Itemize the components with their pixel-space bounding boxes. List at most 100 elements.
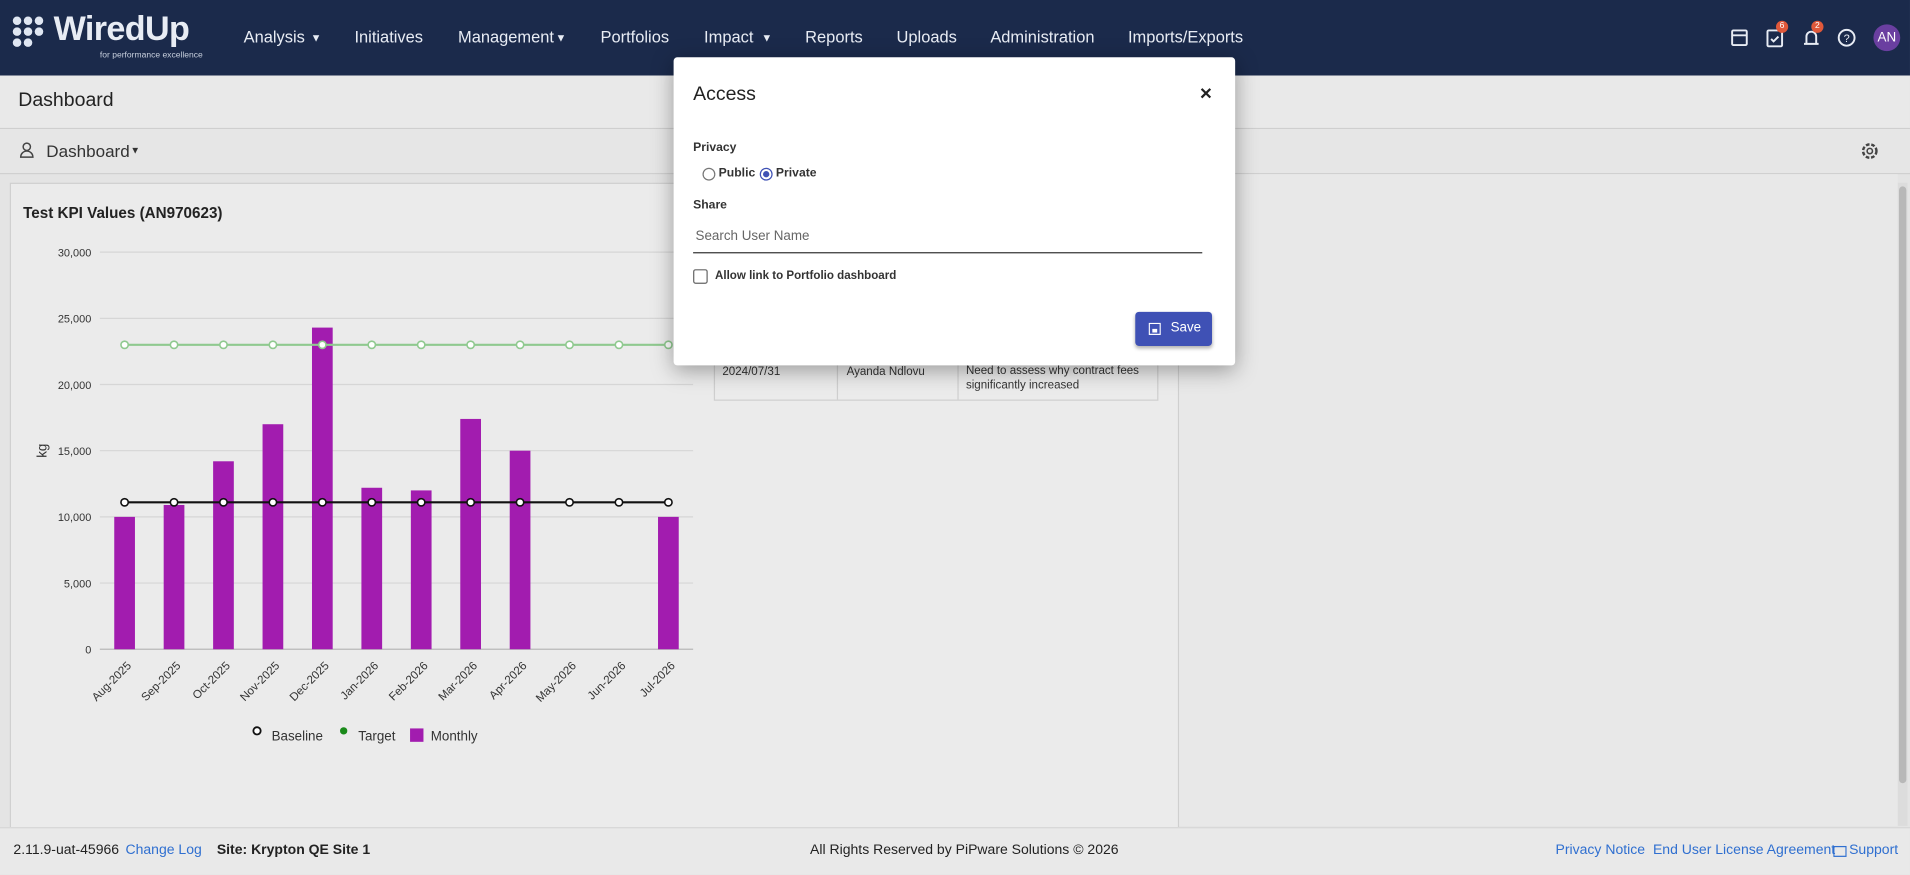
bar <box>658 516 679 650</box>
bar <box>262 424 284 650</box>
point <box>565 497 574 507</box>
table-cell: 2024/07/31 <box>722 365 781 379</box>
point <box>219 340 228 350</box>
x-tick-label: Apr-2026 <box>487 660 529 702</box>
point <box>120 340 130 350</box>
caret: ▼ <box>130 144 140 156</box>
y-tick-label: 30,000 <box>58 247 92 259</box>
nav-item[interactable]: Reports <box>805 28 863 47</box>
y-tick-label: 0 <box>85 645 91 657</box>
point <box>317 497 327 507</box>
x-tick-label: Feb-2026 <box>387 660 430 703</box>
privacy-label: Privacy <box>693 141 737 155</box>
svg-text:?: ? <box>1844 33 1850 45</box>
table-cell: Need to assess why contract fees signifi… <box>965 364 1139 393</box>
point <box>219 497 228 507</box>
search-input[interactable]: Search User Name <box>693 223 1203 254</box>
y-tick-label: 20,000 <box>58 380 92 392</box>
radio-group <box>702 167 773 181</box>
x-tick-label: Mar-2026 <box>437 660 480 703</box>
share-label: Share <box>693 198 727 212</box>
save-button[interactable]: Save <box>1135 311 1213 346</box>
bar <box>410 490 432 650</box>
settings-icon[interactable] <box>1859 140 1881 162</box>
radio-public[interactable] <box>702 167 716 181</box>
nav-icons[interactable]: ? <box>1730 27 1901 51</box>
nav-item[interactable]: Administration <box>990 28 1095 47</box>
point <box>268 497 278 507</box>
brand: WiredUp <box>53 9 190 48</box>
option-public[interactable]: Public <box>718 166 756 181</box>
x-tick-label: Jun-2026 <box>586 660 629 703</box>
nav-item[interactable]: Management <box>458 28 555 47</box>
point <box>367 340 377 350</box>
bar <box>361 487 383 650</box>
support-icon <box>1833 845 1847 857</box>
x-tick-label: Oct-2025 <box>191 660 233 702</box>
legend-label: Target <box>358 729 395 744</box>
page-title: Dashboard <box>18 90 114 111</box>
x-tick-label: Jul-2026 <box>638 660 678 700</box>
point <box>268 340 278 350</box>
placeholder: Search User Name <box>695 229 810 244</box>
x-tick-label: Dec-2025 <box>288 660 332 704</box>
user-icon <box>19 142 34 158</box>
access-modal: Access × Privacy Public Private Share Se… <box>673 57 1236 366</box>
bar <box>114 516 135 650</box>
version: 2.11.9-uat-45966 <box>13 842 120 858</box>
nav-item[interactable]: Uploads <box>896 28 957 47</box>
point <box>515 497 525 507</box>
legend-swatch <box>340 727 348 735</box>
caret: ▼ <box>761 31 773 44</box>
nav-item[interactable]: Impact <box>704 28 754 47</box>
tagline: for performance excellence <box>99 51 203 60</box>
bar <box>213 461 234 650</box>
y-tick-label: 5,000 <box>64 578 91 590</box>
point <box>120 497 130 507</box>
option-private[interactable]: Private <box>775 166 817 181</box>
task-badge: 6 <box>1775 20 1789 33</box>
point <box>663 340 673 350</box>
y-tick-label: 25,000 <box>58 314 92 326</box>
x-tick-label: May-2026 <box>534 660 579 705</box>
site: Site: Krypton QE Site 1 <box>216 842 371 858</box>
close-button[interactable]: × <box>1199 81 1212 105</box>
point <box>169 340 179 350</box>
legend-label: Monthly <box>431 729 478 744</box>
copyright: All Rights Reserved by PiPware Solutions… <box>810 842 1119 858</box>
point <box>367 497 377 507</box>
chart-title: Test KPI Values (AN970623) <box>23 205 222 222</box>
scrollbar <box>1897 182 1908 826</box>
x-tick-label: Jan-2026 <box>339 660 382 703</box>
caret: ▼ <box>555 31 567 44</box>
x-tick-label: Aug-2025 <box>90 660 134 704</box>
modal-title: Access <box>693 84 756 105</box>
avatar[interactable]: AN <box>1873 24 1901 52</box>
logo-icon <box>12 16 44 47</box>
right-panel <box>1179 174 1898 826</box>
bar <box>311 327 333 650</box>
eula-link[interactable]: End User License Agreement <box>1652 842 1836 858</box>
change-log[interactable]: Change Log <box>125 842 202 858</box>
checkbox-label: Allow link to Portfolio dashboard <box>715 269 897 283</box>
bar <box>163 504 185 650</box>
point <box>466 340 476 350</box>
privacy-link[interactable]: Privacy Notice <box>1555 842 1646 858</box>
point <box>515 340 525 350</box>
dashboard-selector[interactable]: Dashboard <box>46 141 130 161</box>
nav-item[interactable]: Analysis <box>243 28 305 47</box>
nav-item[interactable]: Portfolios <box>600 28 670 47</box>
legend-swatch <box>410 728 424 742</box>
point <box>169 497 179 507</box>
point <box>614 340 624 350</box>
y-tick-label: 15,000 <box>58 446 92 458</box>
nav-item[interactable]: Imports/Exports <box>1127 28 1244 47</box>
nav-item[interactable]: Initiatives <box>354 28 424 47</box>
point <box>416 497 426 507</box>
checkbox[interactable] <box>693 269 708 284</box>
support-link[interactable]: Support <box>1849 842 1899 858</box>
radio-dot <box>763 171 770 178</box>
y-tick-label: 10,000 <box>58 512 92 524</box>
